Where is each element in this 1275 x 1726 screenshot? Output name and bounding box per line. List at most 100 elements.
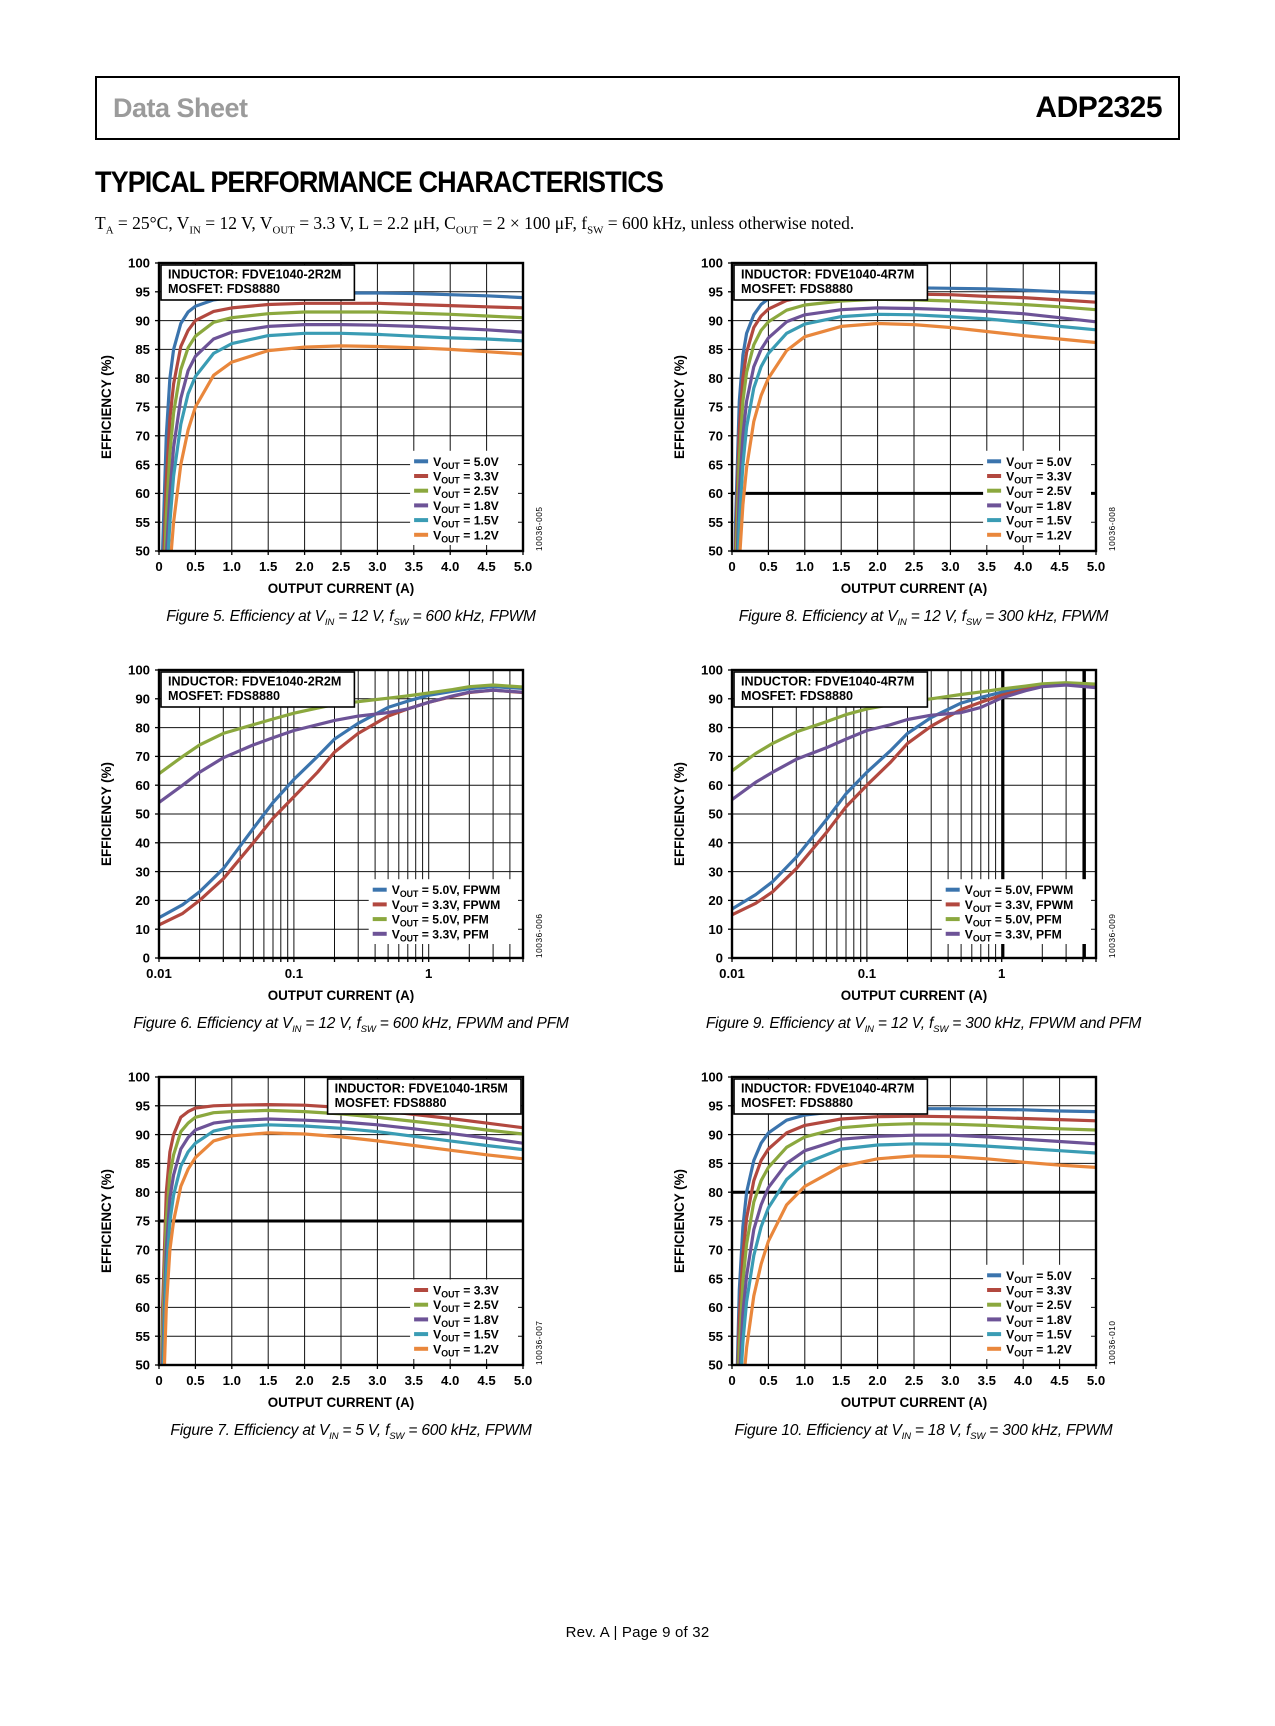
svg-text:VOUT = 5.0V, PFM: VOUT = 5.0V, PFM [964,912,1061,928]
svg-text:INDUCTOR: FDVE1040-4R7M: INDUCTOR: FDVE1040-4R7M [741,1081,914,1095]
series-group [160,1102,523,1365]
svg-text:3.0: 3.0 [368,1373,386,1388]
svg-text:VOUT = 2.5V: VOUT = 2.5V [1006,484,1073,500]
svg-text:85: 85 [135,1156,150,1171]
svg-text:65: 65 [708,457,723,472]
figure-10-caption: Figure 10. Efficiency at VIN = 18 V, fSW… [734,1421,1113,1442]
y-axis-label: EFFICIENCY (%) [99,762,114,866]
svg-text:VOUT = 5.0V: VOUT = 5.0V [1006,1268,1073,1284]
svg-text:50: 50 [708,1357,723,1372]
svg-text:1.5: 1.5 [259,1373,277,1388]
page-header: Data Sheet ADP2325 [95,76,1180,140]
svg-text:VOUT = 2.5V: VOUT = 2.5V [433,484,500,500]
figure-8: INDUCTOR: FDVE1040-4R7M MOSFET: FDS8880 VO… [668,251,1180,627]
svg-text:65: 65 [135,1271,150,1286]
tick-labels: 0 0.5 1.0 1.5 2.0 2.5 3.0 3.5 4.0 4.5 5.0 50 55 60 65 7… [128,255,532,573]
svg-text:VOUT = 3.3V: VOUT = 3.3V [433,1283,500,1299]
svg-text:INDUCTOR: FDVE1040-2R2M: INDUCTOR: FDVE1040-2R2M [168,674,341,688]
series-vout-2.5v [736,1121,1096,1365]
svg-text:3.0: 3.0 [941,559,959,574]
svg-text:70: 70 [135,1242,150,1257]
figure-7: INDUCTOR: FDVE1040-1R5M MOSFET: FDS8880 VO… [95,1065,607,1441]
y-axis-label: EFFICIENCY (%) [672,1169,687,1273]
svg-text:MOSFET: FDS8880: MOSFET: FDS8880 [168,689,280,703]
y-axis-label: EFFICIENCY (%) [99,1169,114,1273]
svg-text:0: 0 [715,950,722,965]
svg-text:60: 60 [135,1300,150,1315]
svg-text:2.0: 2.0 [868,559,886,574]
section-title: TYPICAL PERFORMANCE CHARACTERISTICS [95,166,664,199]
svg-text:100: 100 [700,255,722,270]
svg-text:95: 95 [135,1098,150,1113]
svg-text:55: 55 [708,514,723,529]
svg-text:VOUT = 5.0V: VOUT = 5.0V [1006,454,1073,470]
svg-text:1.5: 1.5 [832,559,850,574]
figure-6: INDUCTOR: FDVE1040-2R2M MOSFET: FDS8880 VO… [95,658,607,1034]
svg-text:100: 100 [128,255,150,270]
svg-text:VOUT = 5.0V: VOUT = 5.0V [433,454,500,470]
svg-text:70: 70 [135,749,150,764]
figure-9-caption: Figure 9. Efficiency at VIN = 12 V, fSW … [705,1014,1142,1035]
tick-labels: 0 0.5 1.0 1.5 2.0 2.5 3.0 3.5 4.0 4.5 5.0 50 55 60 65 7… [700,1069,1104,1387]
svg-text:3.0: 3.0 [941,1373,959,1388]
svg-text:4.0: 4.0 [1014,559,1032,574]
svg-text:75: 75 [708,1213,723,1228]
svg-text:4.0: 4.0 [441,1373,459,1388]
svg-text:VOUT = 3.3V, PFM: VOUT = 3.3V, PFM [392,927,489,943]
svg-text:100: 100 [700,662,722,677]
svg-text:4.5: 4.5 [477,559,495,574]
svg-text:50: 50 [708,543,723,558]
figure-code: 10036-010 [1108,1320,1117,1365]
svg-text:30: 30 [135,864,150,879]
svg-text:50: 50 [135,543,150,558]
svg-text:4.0: 4.0 [441,559,459,574]
svg-text:40: 40 [708,835,723,850]
svg-text:55: 55 [708,1329,723,1344]
svg-text:85: 85 [135,342,150,357]
svg-text:0.01: 0.01 [146,966,172,981]
svg-text:VOUT = 1.2V: VOUT = 1.2V [1006,1342,1073,1358]
svg-text:3.5: 3.5 [977,559,995,574]
svg-text:80: 80 [708,370,723,385]
svg-text:VOUT = 1.5V: VOUT = 1.5V [1006,513,1073,529]
series-vout-1.5v [739,1141,1096,1365]
svg-text:3.5: 3.5 [405,559,423,574]
svg-text:40: 40 [135,835,150,850]
svg-text:65: 65 [135,457,150,472]
series-vout-3.3v [735,1114,1096,1365]
svg-text:0.5: 0.5 [186,559,204,574]
x-axis-label: OUTPUT CURRENT (A) [268,581,415,596]
svg-text:70: 70 [708,749,723,764]
svg-text:0.1: 0.1 [285,966,303,981]
x-axis-label: OUTPUT CURRENT (A) [268,988,415,1003]
figure-code: 10036-005 [535,506,544,551]
series-vout-3.3v-pfm [159,688,523,804]
figure-code: 10036-006 [535,913,544,958]
x-axis-label: OUTPUT CURRENT (A) [840,988,987,1003]
svg-text:1.0: 1.0 [795,1373,813,1388]
svg-text:0: 0 [143,950,150,965]
svg-text:2.0: 2.0 [295,1373,313,1388]
svg-text:55: 55 [135,514,150,529]
series-vout-1.8v [738,1133,1096,1365]
figure-9: INDUCTOR: FDVE1040-4R7M MOSFET: FDS8880 VO… [668,658,1180,1035]
svg-text:0.5: 0.5 [759,559,777,574]
svg-text:0.01: 0.01 [719,966,745,981]
svg-text:90: 90 [708,1127,723,1142]
x-axis-label: OUTPUT CURRENT (A) [840,1395,987,1410]
svg-text:INDUCTOR: FDVE1040-4R7M: INDUCTOR: FDVE1040-4R7M [741,267,914,281]
figure-5: INDUCTOR: FDVE1040-2R2M MOSFET: FDS8880 VO… [95,251,607,628]
svg-text:75: 75 [708,399,723,414]
figure-5-caption: Figure 5. Efficiency at VIN = 12 V, fSW … [166,607,536,628]
series-vout-1.8v [165,322,523,551]
svg-text:VOUT = 1.2V: VOUT = 1.2V [433,528,500,544]
datasheet-page: Data Sheet ADP2325 TYPICAL PERFORMANCE C… [0,76,1275,1442]
series-group [735,1106,1096,1365]
series-vout-1.2v [169,343,523,551]
svg-text:MOSFET: FDS8880: MOSFET: FDS8880 [741,1096,853,1110]
figure-code: 10036-007 [535,1320,544,1365]
